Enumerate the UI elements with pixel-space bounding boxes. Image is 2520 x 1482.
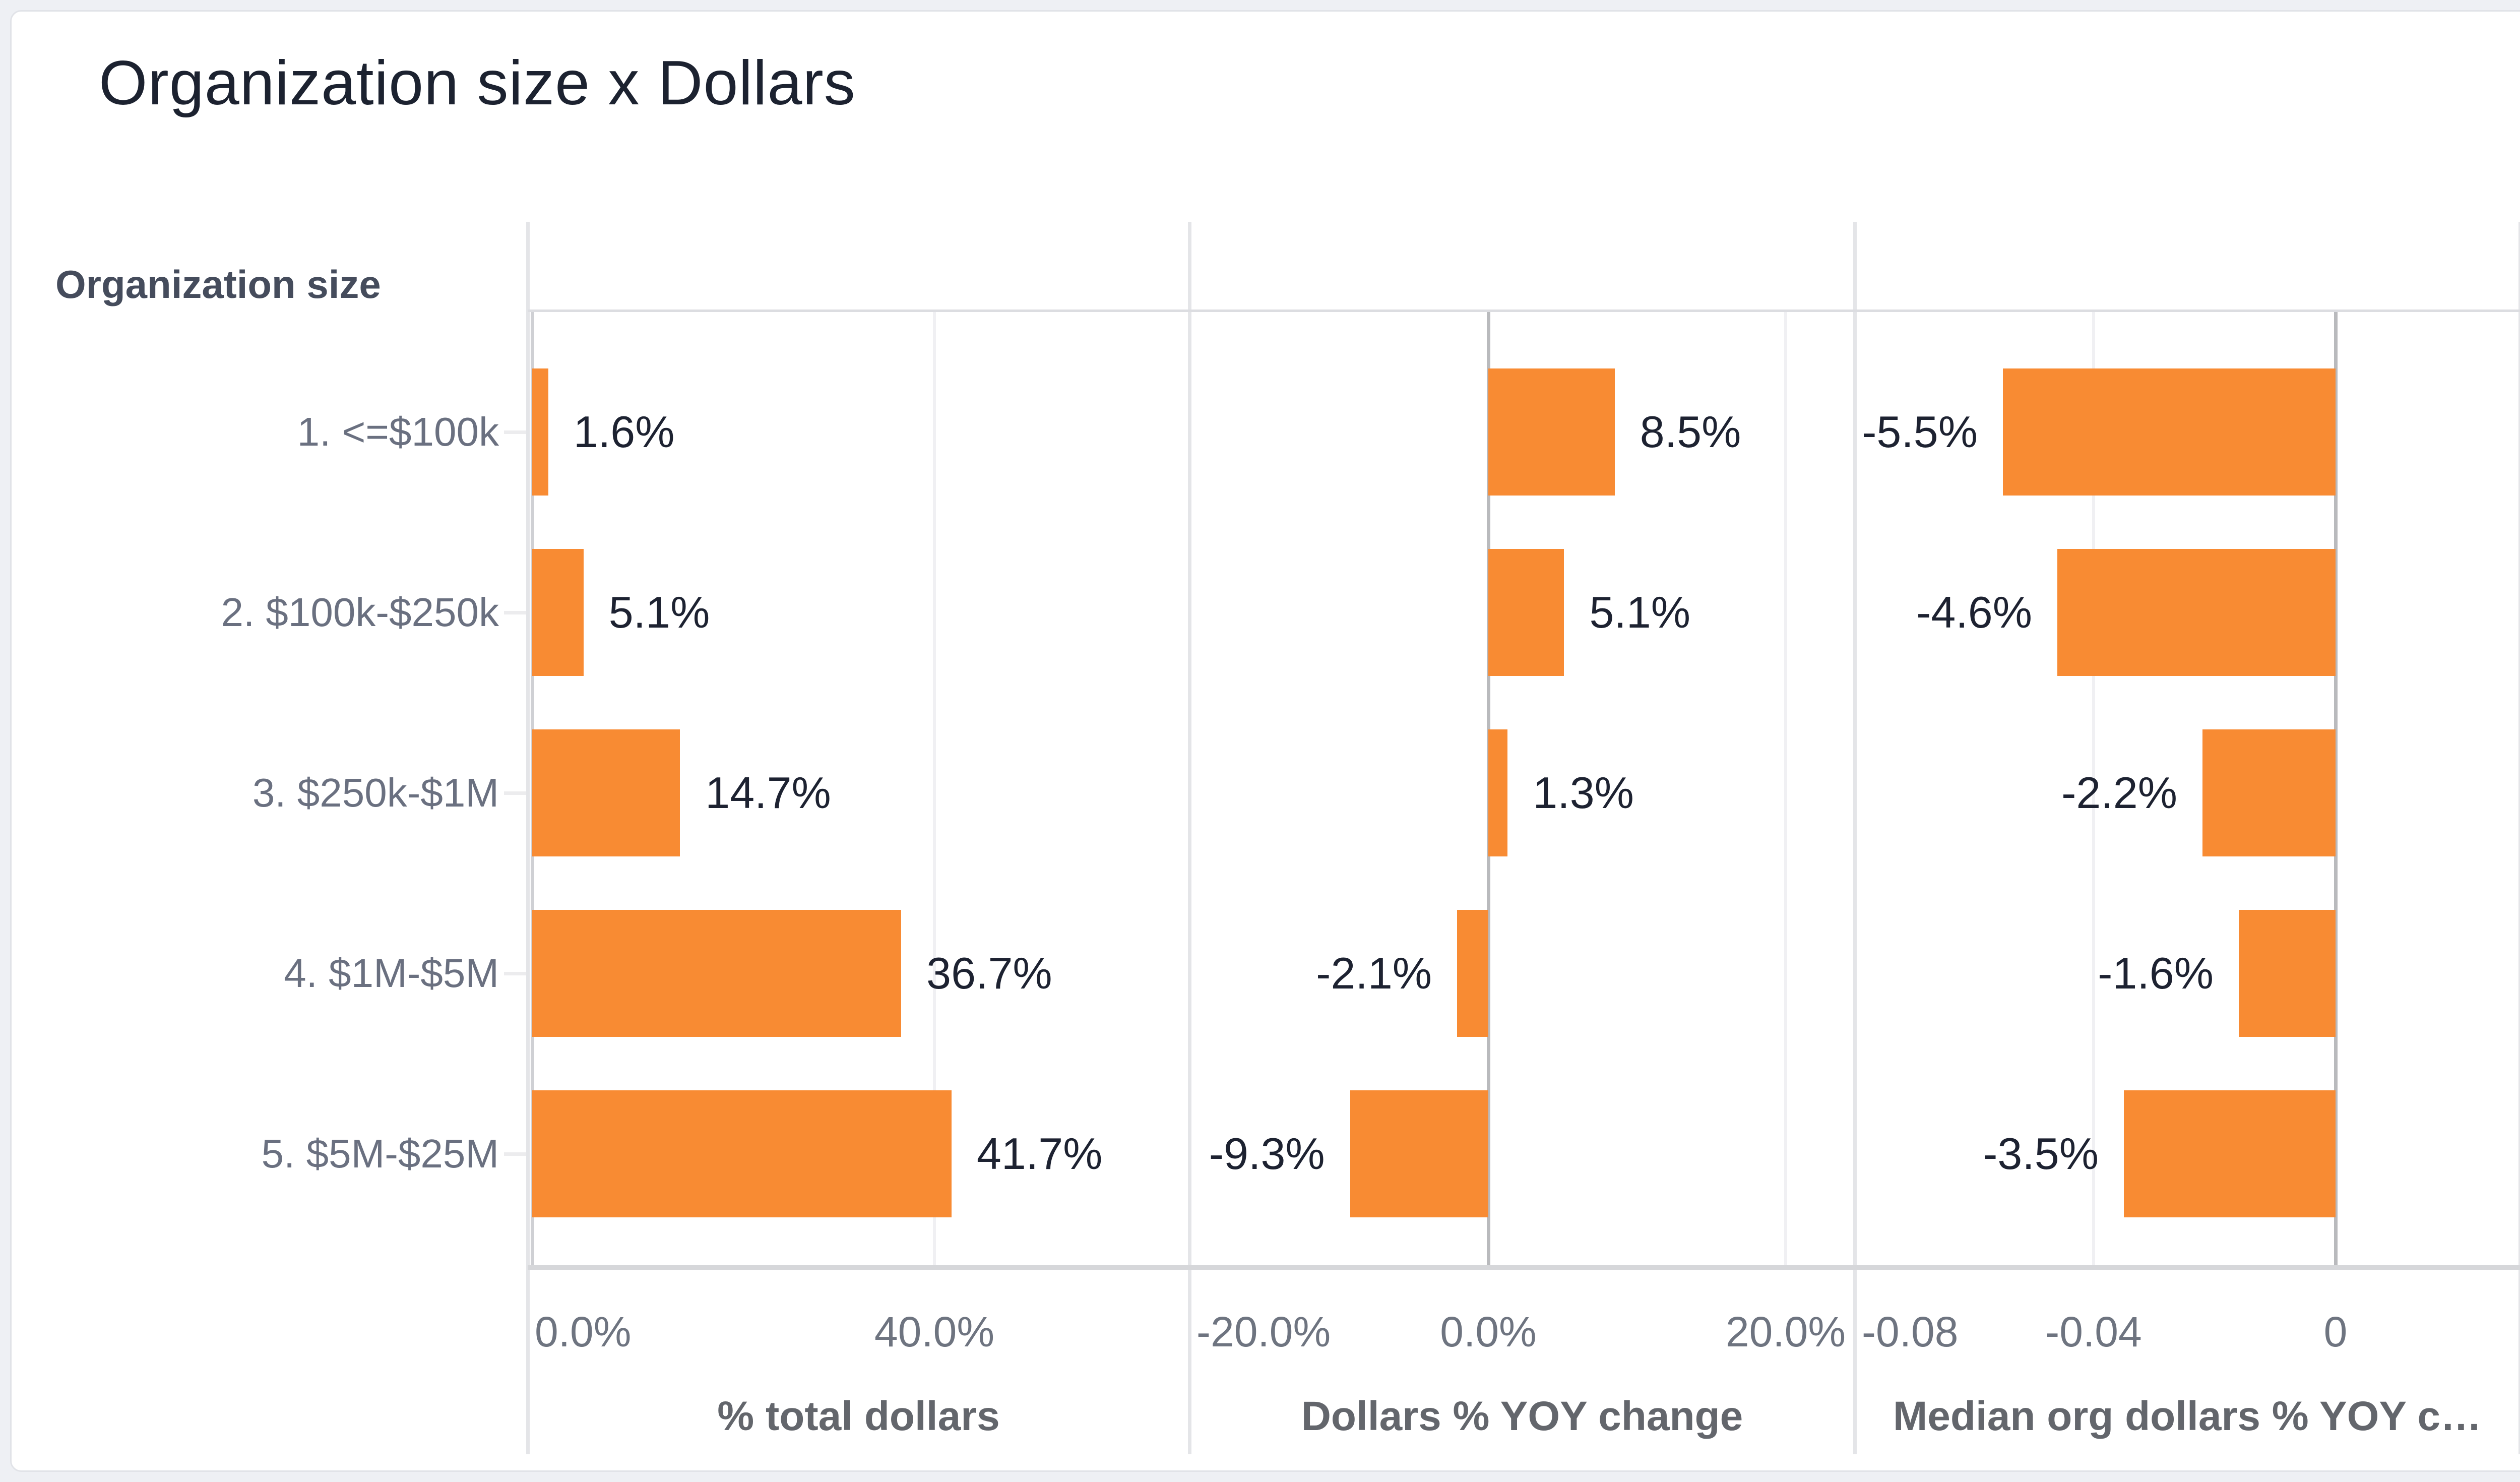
bar[interactable] [2057, 549, 2336, 676]
bar[interactable] [1488, 549, 1564, 676]
value-label: -5.5% [1862, 407, 1978, 457]
axis-tick-label: 40.0% [874, 1308, 995, 1355]
bar[interactable] [2003, 368, 2336, 496]
chart-title: Organization size x Dollars [99, 48, 856, 118]
category-label: 2. $100k-$250k [221, 590, 499, 635]
category-tick [504, 611, 526, 614]
category-label: 3. $250k-$1M [252, 770, 499, 815]
bar[interactable] [1488, 729, 1508, 856]
category-tick [504, 791, 526, 795]
axis-tick-label: 0 [2323, 1308, 2348, 1355]
value-label: 5.1% [608, 587, 710, 637]
plot-top-line [528, 310, 2520, 312]
category-label: 4. $1M-$5M [284, 951, 499, 996]
axis-tick-label: 0.0% [535, 1308, 632, 1355]
bar[interactable] [2202, 729, 2336, 856]
axis-tick-label: 20.0% [1725, 1308, 1846, 1355]
panel-border [526, 222, 530, 1454]
category-tick [504, 1152, 526, 1156]
bar[interactable] [532, 729, 680, 856]
bar[interactable] [532, 1090, 952, 1217]
value-label: 5.1% [1589, 587, 1691, 637]
value-label: 1.6% [573, 407, 675, 457]
bar[interactable] [1488, 368, 1615, 496]
bar[interactable] [2239, 910, 2336, 1037]
bar[interactable] [1350, 1090, 1488, 1217]
value-label: -2.2% [2061, 768, 2177, 818]
panel-border [1188, 222, 1191, 1454]
bar[interactable] [2124, 1090, 2336, 1217]
axis-title: Median org dollars % YOY c… [1893, 1393, 2482, 1439]
category-label: 5. $5M-$25M [261, 1131, 499, 1176]
value-label: 41.7% [976, 1129, 1103, 1179]
axis-tick-label: 0.0% [1440, 1308, 1537, 1355]
value-label: 1.3% [1533, 768, 1634, 818]
gridline [2092, 312, 2095, 1265]
axis-title: Dollars % YOY change [1301, 1393, 1743, 1439]
chart-card [10, 10, 2520, 1472]
row-axis-header: Organization size [55, 262, 381, 306]
value-label: 8.5% [1640, 407, 1741, 457]
value-label: -9.3% [1209, 1129, 1325, 1179]
plot-bottom-line [528, 1265, 2520, 1270]
bar[interactable] [532, 910, 902, 1037]
category-tick [504, 430, 526, 434]
value-label: -1.6% [2098, 948, 2214, 998]
category-label: 1. <=$100k [297, 409, 499, 454]
zero-axis-line [2334, 312, 2338, 1265]
bar[interactable] [532, 368, 548, 496]
axis-tick-label: -0.04 [2045, 1308, 2142, 1355]
bar[interactable] [532, 549, 584, 676]
gridline [933, 312, 936, 1265]
axis-tick-label: -20.0% [1196, 1308, 1331, 1355]
axis-title: % total dollars [717, 1393, 1000, 1439]
value-label: -2.1% [1316, 948, 1432, 998]
bar[interactable] [1457, 910, 1488, 1037]
value-label: 14.7% [705, 768, 831, 818]
gridline [1784, 312, 1787, 1265]
panel-border [1853, 222, 1857, 1454]
panel-border [2518, 222, 2520, 1454]
value-label: -3.5% [1983, 1129, 2099, 1179]
value-label: 36.7% [926, 948, 1052, 998]
value-label: -4.6% [1916, 587, 2032, 637]
category-tick [504, 972, 526, 975]
axis-tick-label: -0.08 [1862, 1308, 1959, 1355]
